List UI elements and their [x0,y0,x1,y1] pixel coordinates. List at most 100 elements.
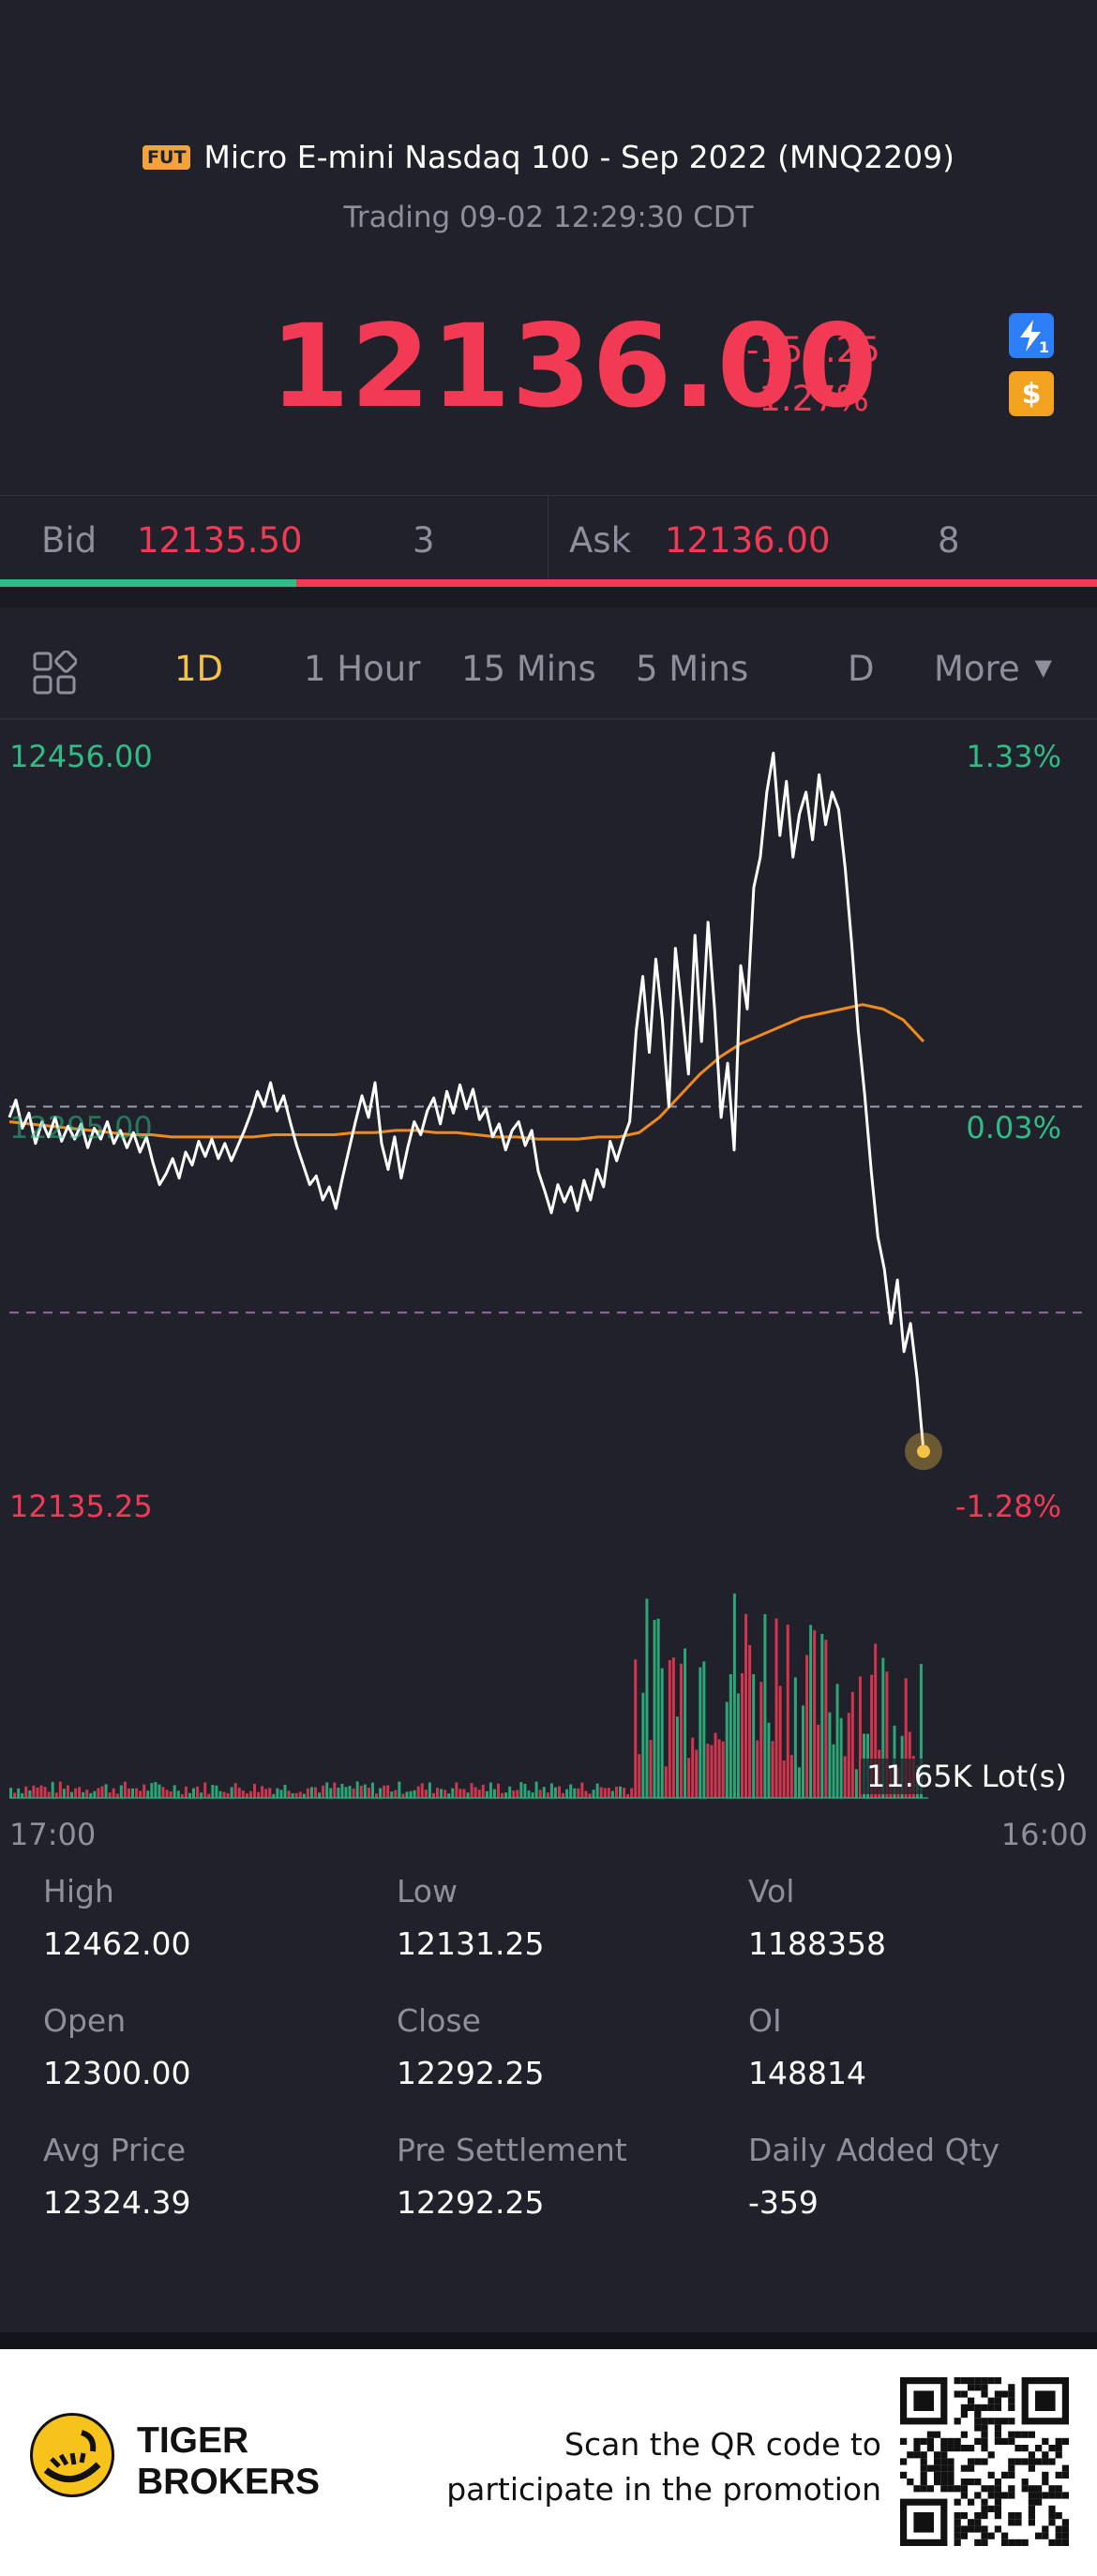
tab-d[interactable]: D [848,649,875,689]
tab-1d[interactable]: 1D [174,649,224,689]
stat-value-low: 12131.25 [397,1925,545,1962]
qr-module [1021,2485,1029,2493]
volume-bar [458,1789,462,1798]
volume-bar [291,1792,294,1798]
volume-bar [390,1791,394,1798]
volume-bar [508,1786,512,1798]
qr-module [920,2485,927,2493]
volume-bar [398,1781,401,1798]
qr-module [926,2464,934,2472]
qr-module [940,2437,948,2445]
qr-module [974,2377,982,2385]
qr-module [934,2471,941,2479]
avg-price-line [8,1003,925,1141]
qr-module [960,2525,968,2533]
qr-module [940,2471,948,2479]
qr-module [994,2418,1001,2425]
volume-bar [112,1788,115,1798]
volume-bar [710,1745,714,1798]
dollar-symbol: $ [1021,377,1042,411]
qr-module [913,2445,921,2452]
stat-value-avg-price: 12324.39 [43,2184,191,2221]
tiger-logo-glyph [43,2430,101,2483]
qr-module [1055,2445,1062,2452]
tab-1-hour[interactable]: 1 Hour [304,649,421,689]
qr-module [1001,2390,1009,2398]
volume-bar [569,1784,573,1798]
intraday-chart[interactable]: 12456.00 1.33% 12295.00 0.03% 12135.25 -… [0,720,1097,1854]
qr-module [981,2377,988,2385]
qr-module [981,2390,988,2398]
volume-bar [440,1789,443,1798]
flash-lightning-icon[interactable]: 1 [1009,313,1054,358]
stat-label-daily-added-qty: Daily Added Qty [748,2132,1000,2168]
stat-value-vol: 1188358 [748,1925,886,1962]
tab-5-mins[interactable]: 5 Mins [636,649,749,689]
tabs-divider [0,718,1097,720]
instrument-title-row: FUT Micro E-mini Nasdaq 100 - Sep 2022 (M… [0,139,1097,175]
qr-module [960,2390,968,2398]
stat-value-high: 12462.00 [43,1925,191,1962]
volume-bar [774,1618,778,1798]
volume-bar [370,1782,374,1798]
qr-module [940,2445,948,2452]
qr-module [1021,2539,1029,2546]
qr-module [1021,2458,1029,2465]
qr-module [954,2512,961,2520]
qr-module [954,2377,961,2385]
qr-module [934,2451,941,2459]
tab-15-mins[interactable]: 15 Mins [461,649,596,689]
qr-module [1028,2498,1035,2506]
volume-bar [413,1790,416,1798]
volume-bar [394,1790,398,1798]
volume-bar [843,1756,847,1798]
qr-module [1035,2498,1043,2506]
volume-bar [43,1787,47,1798]
qr-module [981,2539,988,2546]
volume-bar [248,1790,252,1798]
qr-module [1042,2437,1049,2445]
volume-bar [874,1643,878,1798]
ask-price: 12136.00 [665,520,831,561]
qr-module [1061,2464,1069,2472]
qr-module [968,2384,975,2391]
volume-bar [759,1682,763,1798]
qr-module [940,2451,948,2459]
qr-module [968,2519,975,2526]
qr-module [1035,2390,1056,2411]
tab-more[interactable]: More ▼ [934,649,1052,689]
volume-bar [854,1769,858,1798]
volume-bar [89,1792,93,1798]
qr-module [920,2458,927,2465]
qr-module [994,2431,1001,2438]
volume-bar [180,1793,184,1798]
volume-bar [379,1788,383,1798]
qr-module [913,2437,921,2445]
bid-price: 12135.50 [137,520,303,561]
bid-label: Bid [41,520,98,561]
volume-bar [386,1785,390,1798]
qr-module [1042,2451,1049,2459]
volume-bar [538,1790,542,1798]
qr-module [947,2437,954,2445]
volume-bar [797,1767,801,1798]
volume-bar [237,1788,241,1798]
volume-bar [477,1790,481,1798]
qr-module [954,2437,961,2445]
volume-bar [200,1792,203,1798]
qr-module [968,2397,975,2404]
volume-bar [786,1625,789,1798]
tiger-logo-icon [30,2413,114,2497]
volume-bar [782,1760,786,1798]
grid-layout-icon[interactable] [32,650,78,699]
caret-down-icon: ▼ [1034,654,1052,681]
volume-bar [809,1625,813,1798]
volume-bar [222,1791,226,1798]
qr-module [960,2431,968,2438]
qr-module [913,2485,921,2493]
qr-code-icon[interactable] [900,2377,1069,2546]
qr-module [954,2519,961,2526]
volume-bar [97,1788,100,1798]
dollar-icon[interactable]: $ [1009,371,1054,416]
volume-bar [119,1785,123,1798]
